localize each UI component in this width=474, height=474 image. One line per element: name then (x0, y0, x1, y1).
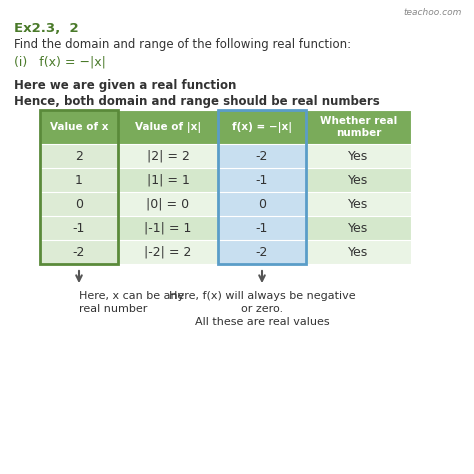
Text: Find the domain and range of the following real function:: Find the domain and range of the followi… (14, 38, 351, 51)
Text: Yes: Yes (348, 246, 369, 258)
Bar (118, 216, 218, 240)
Bar (306, 144, 411, 168)
Bar (118, 144, 218, 168)
Bar (118, 168, 218, 192)
Text: -1: -1 (256, 173, 268, 186)
Text: -2: -2 (256, 246, 268, 258)
Bar (306, 192, 411, 216)
Text: Yes: Yes (348, 221, 369, 235)
Bar (40, 144, 118, 168)
Text: |-2| = 2: |-2| = 2 (144, 246, 191, 258)
Text: Here we are given a real function: Here we are given a real function (14, 79, 237, 92)
Text: |-1| = 1: |-1| = 1 (144, 221, 191, 235)
Bar (40, 168, 118, 192)
Bar (218, 240, 306, 264)
Text: Here, x can be any: Here, x can be any (79, 291, 184, 301)
Text: Value of x: Value of x (50, 122, 108, 132)
Bar (218, 192, 306, 216)
Text: |0| = 0: |0| = 0 (146, 198, 190, 210)
Text: Yes: Yes (348, 198, 369, 210)
Text: (i)   f(x) = −|x|: (i) f(x) = −|x| (14, 55, 106, 68)
Text: teachoo.com: teachoo.com (404, 8, 462, 17)
Text: Yes: Yes (348, 173, 369, 186)
Text: -1: -1 (73, 221, 85, 235)
Bar (40, 216, 118, 240)
Text: f(x) = −|x|: f(x) = −|x| (232, 121, 292, 133)
Text: Value of |x|: Value of |x| (135, 121, 201, 133)
Bar (306, 216, 411, 240)
Bar (40, 110, 118, 144)
Text: |1| = 1: |1| = 1 (146, 173, 190, 186)
Text: Here, f(x) will always be negative: Here, f(x) will always be negative (169, 291, 356, 301)
Text: 0: 0 (258, 198, 266, 210)
Text: Yes: Yes (348, 149, 369, 163)
Text: 0: 0 (75, 198, 83, 210)
Bar (306, 168, 411, 192)
Text: -1: -1 (256, 221, 268, 235)
Text: 1: 1 (75, 173, 83, 186)
Text: -2: -2 (256, 149, 268, 163)
Bar (118, 110, 218, 144)
Bar (218, 168, 306, 192)
Text: or zero.: or zero. (241, 304, 283, 314)
Bar (40, 110, 118, 264)
Bar (306, 240, 411, 264)
Text: Hence, both domain and range should be real numbers: Hence, both domain and range should be r… (14, 95, 380, 108)
Text: All these are real values: All these are real values (195, 317, 329, 327)
Bar (40, 192, 118, 216)
Bar (118, 192, 218, 216)
Bar (218, 216, 306, 240)
Bar (118, 240, 218, 264)
Bar (218, 110, 306, 144)
Text: 2: 2 (75, 149, 83, 163)
Bar (306, 110, 411, 144)
Text: -2: -2 (73, 246, 85, 258)
Text: |2| = 2: |2| = 2 (146, 149, 190, 163)
Bar (218, 110, 306, 264)
Bar (218, 144, 306, 168)
Bar (40, 240, 118, 264)
Text: Ex2.3,  2: Ex2.3, 2 (14, 22, 79, 35)
Text: real number: real number (79, 304, 147, 314)
Text: Whether real
number: Whether real number (320, 116, 397, 138)
